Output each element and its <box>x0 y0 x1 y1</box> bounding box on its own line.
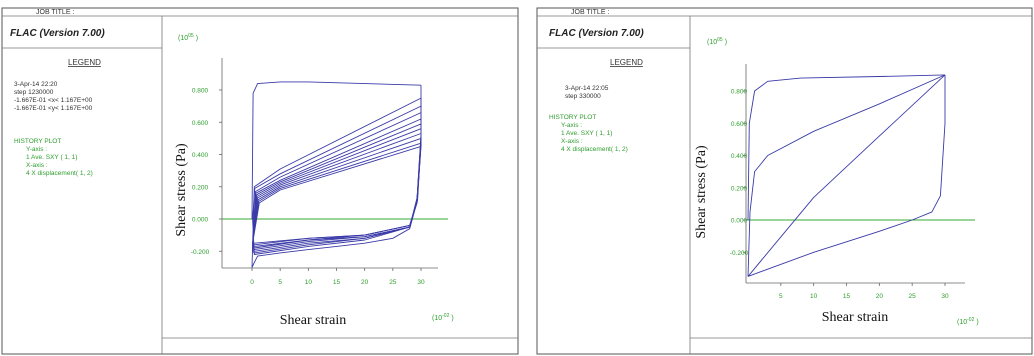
legend-heading: LEGEND <box>68 58 101 67</box>
x-exponent: (10-02) <box>432 313 454 322</box>
series-line-1 <box>251 85 422 268</box>
y-tick-label: 0.600 <box>192 120 209 127</box>
series-line-11 <box>252 145 422 244</box>
x-tick-label: 5 <box>779 293 783 300</box>
y-tick-label: 0.400 <box>731 153 748 160</box>
y-tick-label: 0.200 <box>731 185 748 192</box>
y-tick-label: 0.800 <box>192 88 209 95</box>
flac-panel-left: JOB TITLE : FLAC (Version 7.00) LEGEND 3… <box>1 7 519 355</box>
y-tick-label: 0.200 <box>192 184 209 191</box>
y-tick-label: -0.200 <box>730 250 749 257</box>
history-line: Y-axis : <box>561 122 582 129</box>
program-name: FLAC (Version 7.00) <box>549 28 644 39</box>
history-heading: HISTORY PLOT <box>549 114 596 121</box>
x-tick-label: 10 <box>810 293 818 300</box>
legend-line: 3-Apr-14 22:05 <box>565 85 609 92</box>
series-line-9 <box>252 137 422 244</box>
legend-line: step 330000 <box>565 93 601 100</box>
series-line-0 <box>251 81 422 220</box>
series-line-1 <box>747 74 946 277</box>
y-tick-label: 0.600 <box>731 121 748 128</box>
x-tick-label: 15 <box>843 293 851 300</box>
y-exponent: (1005) <box>707 37 727 46</box>
history-line: 1 Ave. SXY ( 1, 1) <box>26 154 77 161</box>
history-line: X-axis : <box>561 138 583 145</box>
job-title: JOB TITLE : <box>36 9 74 16</box>
y-tick-label: -0.200 <box>191 249 210 256</box>
x-tick-label: 20 <box>876 293 884 300</box>
x-tick-label: 0 <box>250 279 254 286</box>
x-axis-label: Shear strain <box>822 310 888 325</box>
flac-panel-right: JOB TITLE : FLAC (Version 7.00) LEGEND 3… <box>535 0 1034 356</box>
y-axis-label: Shear stress (Pa) <box>694 145 709 239</box>
hysteresis-chart-left: 0.800 0.600 0.400 0.200 0.000 -0.200 0 5 10 15 20 2… <box>191 58 448 286</box>
x-tick-label: 5 <box>278 279 282 286</box>
series-line-2 <box>747 74 946 277</box>
history-line: X-axis : <box>26 162 48 169</box>
history-line: 4 X displacement( 1, 2) <box>561 146 628 153</box>
legend-line: -1.667E-01 <x< 1.167E+00 <box>14 97 93 104</box>
x-axis-label: Shear strain <box>280 313 346 328</box>
history-line: 4 X displacement( 1, 2) <box>26 170 93 177</box>
x-tick-label: 15 <box>333 279 341 286</box>
x-tick-label: 10 <box>305 279 313 286</box>
outer-frame <box>536 7 1033 355</box>
program-name: FLAC (Version 7.00) <box>10 28 105 39</box>
outer-frame <box>1 7 519 355</box>
x-tick-label: 25 <box>389 279 397 286</box>
legend-line: 3-Apr-14 22:20 <box>14 81 58 88</box>
hysteresis-chart-right: 0.800 0.600 0.400 0.200 0.000 -0.200 5 10 15 20 25… <box>730 64 975 300</box>
legend-line: step 1230000 <box>14 89 54 96</box>
job-title: JOB TITLE : <box>571 9 609 16</box>
y-tick-label: 0.400 <box>192 152 209 159</box>
y-tick-label: 0.800 <box>731 89 748 96</box>
history-line: Y-axis : <box>26 146 47 153</box>
x-tick-label: 30 <box>941 293 949 300</box>
plot-svg-left: JOB TITLE : FLAC (Version 7.00) LEGEND 3… <box>1 7 519 355</box>
y-tick-label: 0.000 <box>731 218 748 225</box>
x-exponent: (10-02) <box>957 317 979 326</box>
history-line: 1 Ave. SXY ( 1, 1) <box>561 130 612 137</box>
plot-svg-right: JOB TITLE : FLAC (Version 7.00) LEGEND 3… <box>536 7 1033 355</box>
history-heading: HISTORY PLOT <box>14 138 61 145</box>
y-exponent: (1005) <box>178 33 198 42</box>
series-line-0 <box>747 74 946 221</box>
x-tick-label: 20 <box>361 279 369 286</box>
legend-line: -1.667E-01 <y< 1.167E+00 <box>14 105 93 112</box>
y-axis-label: Shear stress (Pa) <box>174 143 189 237</box>
x-tick-label: 30 <box>417 279 425 286</box>
series-line-3 <box>747 74 946 277</box>
x-tick-label: 25 <box>909 293 917 300</box>
legend-heading: LEGEND <box>610 58 643 67</box>
y-tick-label: 0.000 <box>192 217 209 224</box>
